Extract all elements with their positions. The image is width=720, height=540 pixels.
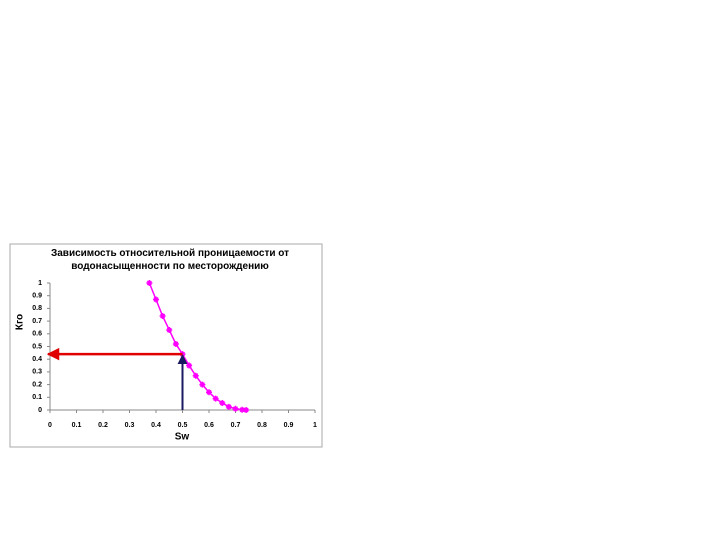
x-tick-label: 0.9 <box>284 422 294 429</box>
data-point <box>225 403 232 410</box>
x-tick-label: 0.2 <box>98 422 108 429</box>
data-point <box>186 362 193 369</box>
data-point <box>243 407 250 413</box>
y-tick-label: 0.4 <box>32 356 42 363</box>
x-tick-label: 0.6 <box>204 422 214 429</box>
y-tick-label: 0.2 <box>32 381 42 388</box>
x-tick-label: 0.3 <box>125 422 135 429</box>
x-tick-label: 1 <box>313 422 317 429</box>
y-tick-label: 0.5 <box>32 343 42 350</box>
y-tick-label: 0.6 <box>32 331 42 338</box>
data-point <box>219 400 226 407</box>
data-point <box>153 296 159 303</box>
chart-title: Зависимость относительной проницаемости … <box>50 248 290 272</box>
y-tick-label: 0.3 <box>32 369 42 376</box>
y-tick-label: 0 <box>38 407 42 414</box>
data-point <box>159 313 166 320</box>
x-tick-label: 0 <box>48 422 52 429</box>
chart-frame <box>9 243 323 448</box>
data-point <box>166 326 173 333</box>
y-tick-label: 0.9 <box>32 293 42 300</box>
data-point <box>146 280 153 286</box>
y-tick-label: 0.7 <box>32 318 42 325</box>
data-line <box>148 282 247 411</box>
data-point <box>199 381 206 388</box>
x-tick-label: 0.4 <box>151 422 161 429</box>
data-point <box>212 395 219 402</box>
y-axis-label: Кго <box>15 314 26 330</box>
y-tick-label: 0.1 <box>32 394 42 401</box>
data-point <box>206 389 212 396</box>
data-point <box>172 340 179 347</box>
x-tick-label: 0.1 <box>72 422 82 429</box>
data-point <box>232 405 239 412</box>
data-point <box>192 372 199 379</box>
data-point <box>239 406 246 413</box>
y-tick-label: 1 <box>38 280 42 287</box>
y-tick-label: 0.8 <box>32 305 42 312</box>
x-tick-label: 0.5 <box>178 422 188 429</box>
x-axis-label: Sw <box>175 432 190 443</box>
x-tick-label: 0.7 <box>231 422 241 429</box>
x-tick-label: 0.8 <box>257 422 267 429</box>
